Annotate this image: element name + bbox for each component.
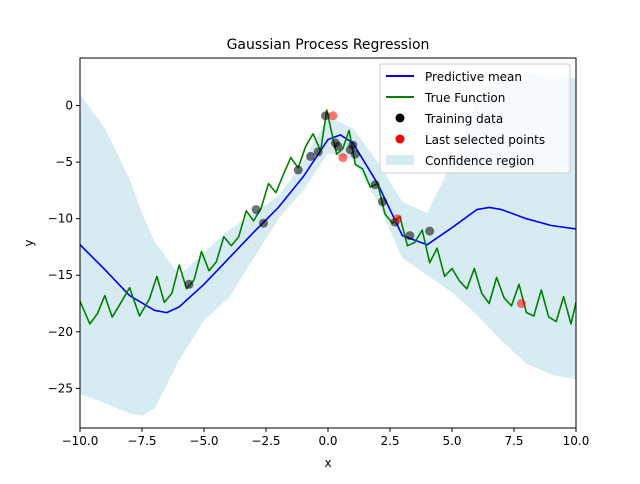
training-data-point: [306, 151, 316, 161]
legend-label-last: Last selected points: [425, 133, 545, 147]
training-data-point: [350, 149, 360, 159]
x-axis-label: x: [324, 456, 331, 470]
legend-label-true: True Function: [424, 91, 505, 105]
x-tick-label: 7.5: [504, 434, 523, 448]
x-tick-label: −7.5: [127, 434, 156, 448]
training-data-point: [378, 197, 388, 207]
training-data-point: [313, 147, 323, 157]
legend-box: [379, 63, 571, 174]
series-predictive-mean: [80, 134, 576, 314]
y-tick-label: −25: [48, 381, 73, 395]
legend-label-mean: Predictive mean: [425, 70, 522, 84]
training-data-point: [259, 218, 268, 228]
legend-label-training: Training data: [424, 112, 503, 126]
last-selected-point: [338, 153, 348, 163]
training-data-point: [251, 205, 261, 215]
training-data-point: [333, 141, 343, 151]
training-data-point: [293, 165, 303, 175]
chart-title: Gaussian Process Regression: [227, 37, 430, 53]
x-tick-label: 0.0: [318, 434, 337, 448]
last-selected-point: [328, 111, 338, 121]
training-data-point: [348, 140, 358, 150]
x-axis: −10.0 −7.5 −5.0 −2.5 0.0 2.5 5.0 7.5 10.0: [62, 428, 590, 448]
x-tick-label: −5.0: [189, 434, 218, 448]
last-selected-point: [392, 214, 402, 224]
training-data-point: [370, 180, 380, 190]
legend: Predictive mean True Function Training d…: [379, 63, 571, 174]
legend-swatch-training: [395, 113, 405, 123]
y-tick-label: −15: [48, 268, 73, 282]
legend-label-confidence: Confidence region: [425, 154, 534, 168]
training-data-point: [425, 226, 435, 236]
y-axis: 0 −5 −10 −15 −20 −25: [48, 99, 80, 395]
x-tick-label: 10.0: [563, 434, 590, 448]
y-tick-label: −10: [48, 212, 73, 226]
y-tick-label: −20: [48, 325, 73, 339]
y-tick-label: 0: [65, 99, 73, 113]
legend-swatch-last: [395, 134, 405, 144]
training-data-point: [184, 279, 194, 289]
last-selected-point: [516, 299, 526, 308]
x-tick-label: 5.0: [442, 434, 461, 448]
y-tick-label: −5: [55, 155, 73, 169]
x-tick-label: −10.0: [62, 434, 99, 448]
legend-swatch-confidence: [386, 155, 414, 165]
x-tick-label: 2.5: [380, 434, 399, 448]
training-data-point: [405, 231, 415, 241]
training-data-point: [321, 111, 330, 121]
x-tick-label: −2.5: [251, 434, 280, 448]
y-axis-label: y: [22, 239, 36, 246]
